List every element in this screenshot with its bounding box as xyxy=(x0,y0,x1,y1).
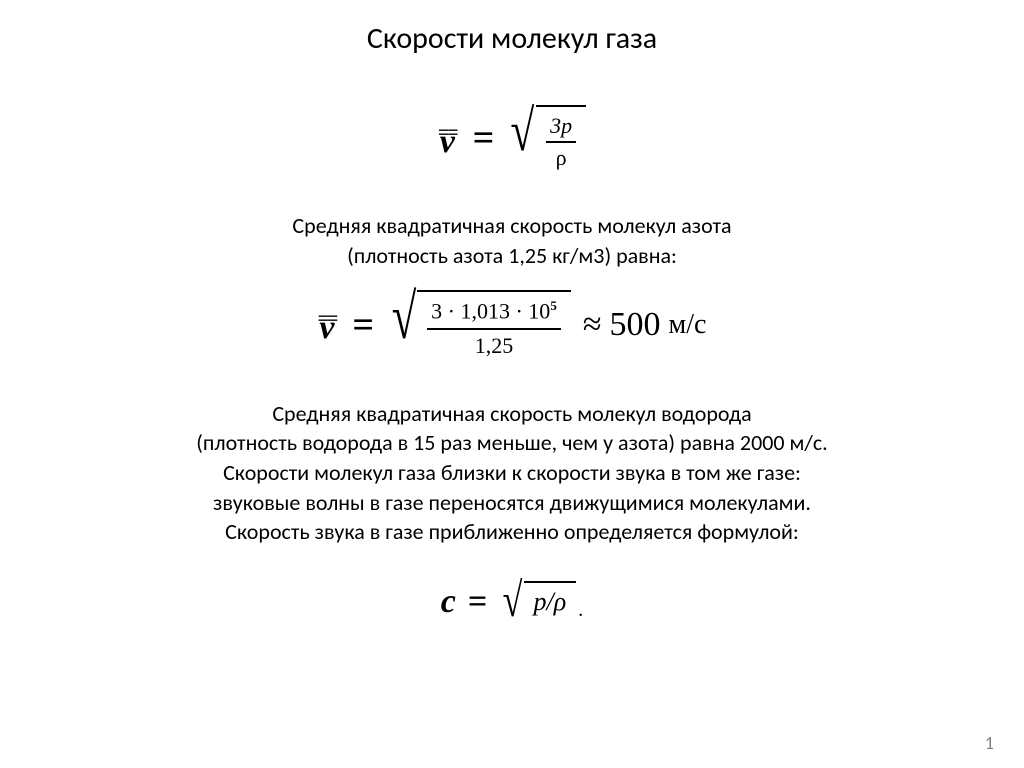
variable-v-double-bar: == v xyxy=(318,315,337,333)
denominator: 1,25 xyxy=(471,333,518,359)
numerator: 3p xyxy=(546,113,576,139)
page-number: 1 xyxy=(985,732,994,754)
equals-sign: = xyxy=(473,116,495,160)
square-root: √ 3 · 1,013 · 105 1,25 xyxy=(386,290,571,358)
text-line: звуковые волны в газе переносятся движущ… xyxy=(0,488,1024,518)
square-root: √ p/ρ xyxy=(499,581,576,622)
denominator: ρ xyxy=(552,145,571,171)
variable-c: c xyxy=(441,583,456,621)
formula-rms-velocity: == v = √ 3p ρ xyxy=(0,105,1024,171)
text-line: Средняя квадратичная скорость молекул аз… xyxy=(0,211,1024,241)
text-line: (плотность азота 1,25 кг/м3) равна: xyxy=(0,241,1024,271)
text-line: Скорость звука в газе приближенно опреде… xyxy=(0,517,1024,547)
formula-nitrogen-calculation: == v = √ 3 · 1,013 · 105 1,25 ≈ 500 xyxy=(0,290,1024,358)
numerator: 3 · 1,013 · 105 xyxy=(427,298,561,324)
radical-symbol: √ xyxy=(502,581,522,622)
fraction-line xyxy=(546,141,576,143)
result-unit: м/с xyxy=(668,309,706,341)
slide-title: Скорости молекул газа xyxy=(0,0,1024,57)
hydrogen-and-sound-description: Средняя квадратичная скорость молекул во… xyxy=(0,399,1024,547)
equals-sign: = xyxy=(352,303,374,347)
formula-sound-speed: c = √ p/ρ . xyxy=(0,581,1024,622)
radicand: p/ρ xyxy=(524,581,577,617)
fraction-line xyxy=(427,328,561,330)
text-line: Средняя квадратичная скорость молекул во… xyxy=(0,399,1024,429)
nitrogen-description: Средняя квадратичная скорость молекул аз… xyxy=(0,211,1024,270)
text-line: (плотность водорода в 15 раз меньше, чем… xyxy=(0,428,1024,458)
variable-v-double-bar: == v xyxy=(438,129,457,147)
equals-sign: = xyxy=(468,583,487,621)
fraction: 3p ρ xyxy=(546,113,576,171)
square-root: √ 3p ρ xyxy=(506,105,586,171)
approx-sign: ≈ xyxy=(583,306,602,344)
result-value: 500 xyxy=(609,306,660,344)
radical-symbol: √ xyxy=(391,290,416,344)
trailing-period: . xyxy=(578,599,583,622)
radical-symbol: √ xyxy=(510,105,534,157)
text-line: Скорости молекул газа близки к скорости … xyxy=(0,458,1024,488)
slide: Скорости молекул газа == v = √ 3p ρ xyxy=(0,0,1024,768)
fraction: 3 · 1,013 · 105 1,25 xyxy=(427,298,561,358)
